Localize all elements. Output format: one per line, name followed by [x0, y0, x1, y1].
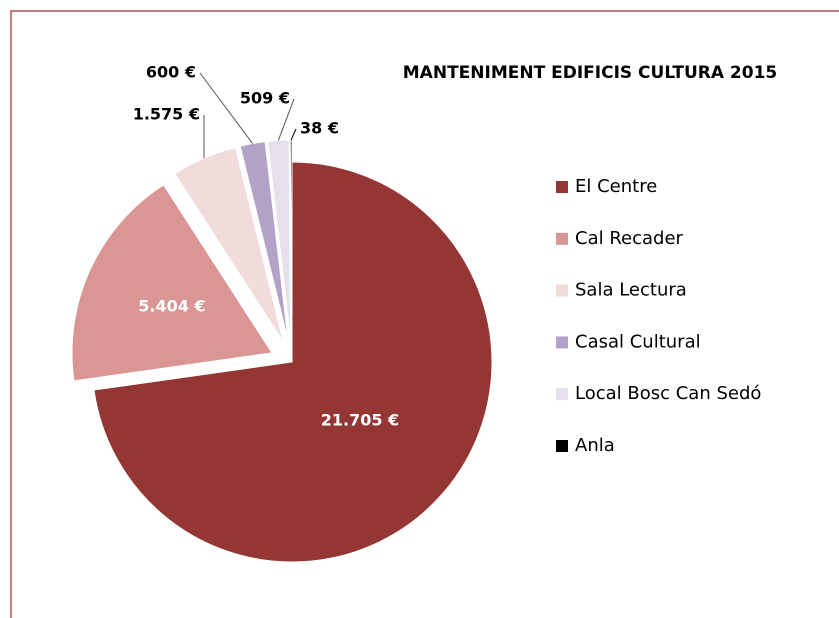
leader-line [290, 128, 297, 141]
legend-swatch [556, 440, 568, 452]
data-label: 509 € [240, 89, 290, 108]
legend-label: Anla [575, 435, 615, 456]
legend-label: Cal Recader [575, 228, 684, 249]
legend-label: El Centre [575, 176, 657, 197]
pie-slice [267, 139, 292, 341]
legend-swatch [556, 181, 568, 193]
legend-label: Casal Cultural [575, 331, 701, 352]
legend-swatch [556, 388, 568, 401]
pie-slice [71, 184, 273, 382]
data-label: 21.705 € [321, 411, 399, 430]
leader-line [277, 98, 295, 141]
chart-title: MANTENIMENT EDIFICIS CULTURA 2015 [403, 63, 777, 83]
legend-swatch [556, 336, 568, 349]
leader-line [199, 72, 254, 144]
legend-swatch [556, 232, 568, 245]
data-label: 600 € [146, 63, 196, 82]
pie-slice [289, 139, 293, 341]
legend-label: Sala Lectura [575, 280, 687, 301]
data-label: 1.575 € [133, 105, 200, 124]
legend-swatch [556, 284, 568, 297]
pie-slice [174, 147, 284, 343]
data-label: 38 € [300, 119, 339, 138]
pie-slice [93, 161, 493, 563]
legend-label: Local Bosc Can Sedó [575, 383, 761, 404]
data-label: 5.404 € [138, 297, 205, 316]
